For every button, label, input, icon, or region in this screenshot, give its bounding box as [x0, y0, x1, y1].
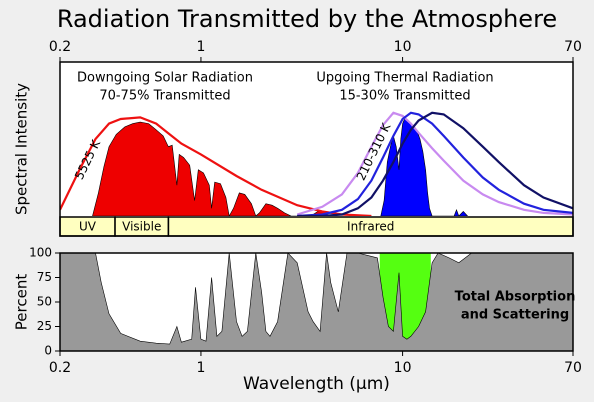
x-tick-label: 1: [196, 360, 205, 376]
x-tick-label: 0.2: [49, 360, 71, 376]
series-group: [60, 253, 573, 351]
x-tick-label: 1: [196, 39, 205, 55]
annotation: Upgoing Thermal Radiation: [316, 71, 493, 86]
chart-title: Radiation Transmitted by the Atmosphere: [57, 5, 557, 33]
y-tick-label: 50: [37, 295, 52, 309]
band-label: Visible: [122, 220, 161, 234]
x-axis-label: Wavelength (µm): [243, 374, 390, 394]
annotation: Downgoing Solar Radiation: [77, 71, 253, 86]
plot-frame: [59, 61, 574, 237]
line: [296, 111, 573, 216]
area: [60, 253, 573, 351]
window-area: [379, 253, 431, 340]
band-label: UV: [79, 220, 97, 234]
series-group: [60, 111, 573, 216]
band-label: Infrared: [347, 220, 394, 234]
y-axis-label: Percent: [13, 274, 31, 331]
y-tick-label: 100: [29, 246, 52, 260]
annotation: 70-75% Transmitted: [99, 89, 230, 104]
line: [297, 111, 573, 216]
line: [60, 116, 372, 216]
y-axis-label: Spectral Intensity: [13, 83, 31, 215]
line: [297, 111, 573, 216]
x-tick-label: 70: [564, 39, 582, 55]
annotation: and Scattering: [461, 308, 569, 323]
annotation: 15-30% Transmitted: [339, 89, 470, 104]
y-tick-label: 75: [37, 270, 52, 284]
area: [92, 121, 330, 216]
y-tick-label: 0: [44, 344, 52, 358]
x-tick-label: 10: [394, 360, 412, 376]
y-tick-label: 25: [37, 319, 52, 333]
annotation: Total Absorption: [455, 290, 576, 305]
x-tick-label: 0.2: [49, 39, 71, 55]
x-tick-label: 70: [564, 360, 582, 376]
x-tick-label: 10: [394, 39, 412, 55]
